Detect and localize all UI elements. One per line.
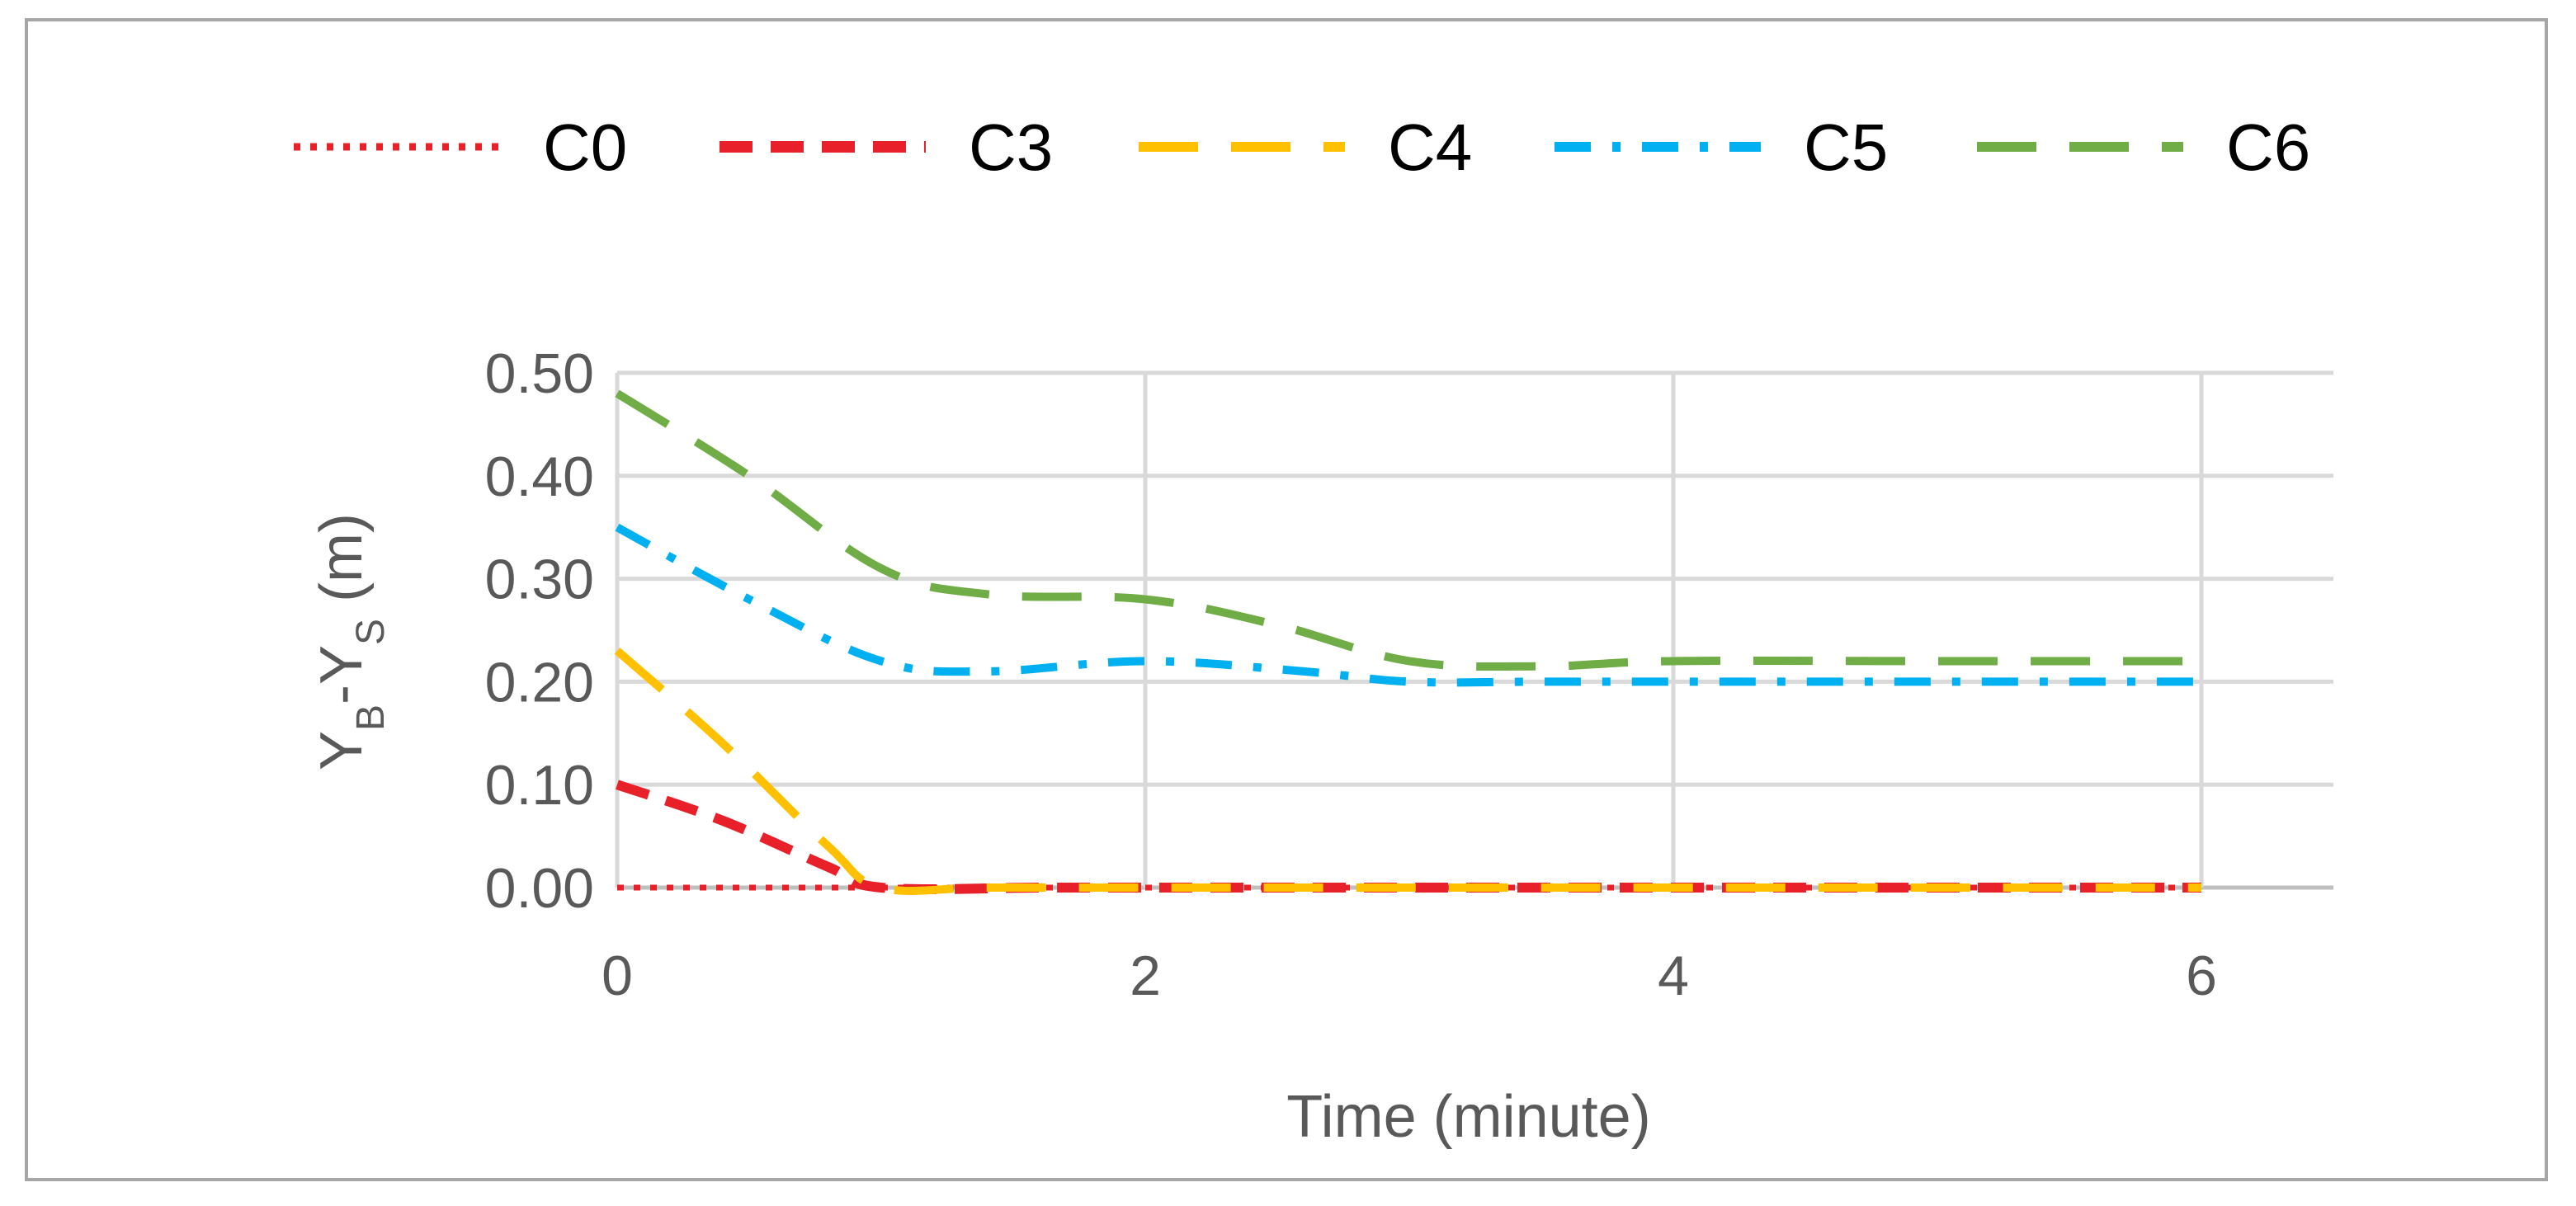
y-tick-label: 0.30 bbox=[485, 549, 594, 611]
y-tick-label: 0.40 bbox=[485, 445, 594, 508]
x-tick-label: 2 bbox=[1130, 945, 1161, 1007]
series-line-c5 bbox=[615, 523, 2201, 687]
legend-label-c6: C6 bbox=[2226, 111, 2310, 184]
y-tick-label: 0.50 bbox=[485, 342, 594, 405]
x-axis-title: Time (minute) bbox=[1286, 1084, 1650, 1150]
series-line-c6 bbox=[615, 389, 2201, 671]
y-axis-title-unit: (m) bbox=[309, 513, 375, 619]
y-axis-title-mid: -Y bbox=[309, 645, 375, 704]
series-line-c4 bbox=[614, 648, 2201, 895]
x-tick-label: 6 bbox=[2186, 945, 2217, 1007]
legend-label-c5: C5 bbox=[1804, 111, 1888, 184]
legend: C0 C3 C4 C5 C6 bbox=[294, 111, 2310, 184]
legend-label-c3: C3 bbox=[969, 111, 1053, 184]
y-tick-label: 0.00 bbox=[485, 857, 594, 920]
legend-label-c4: C4 bbox=[1388, 111, 1472, 184]
y-axis-title: YB-YS (m) bbox=[309, 513, 393, 770]
x-tick-label: 4 bbox=[1658, 945, 1689, 1007]
x-axis: 0 2 4 6 bbox=[602, 945, 2217, 1007]
legend-label-c0: C0 bbox=[543, 111, 627, 184]
y-tick-label: 0.20 bbox=[485, 651, 594, 714]
y-axis-title-sub-b: B bbox=[349, 704, 393, 731]
y-axis-title-sub-s: S bbox=[349, 619, 393, 645]
y-axis-title-main: Y bbox=[309, 731, 375, 770]
x-tick-label: 0 bbox=[602, 945, 633, 1007]
chart-frame bbox=[25, 18, 2548, 1181]
y-tick-label: 0.10 bbox=[485, 754, 594, 817]
y-axis: 0.00 0.10 0.20 0.30 0.40 0.50 bbox=[485, 342, 594, 920]
series-layer bbox=[614, 389, 2201, 895]
gridlines bbox=[615, 370, 2333, 890]
